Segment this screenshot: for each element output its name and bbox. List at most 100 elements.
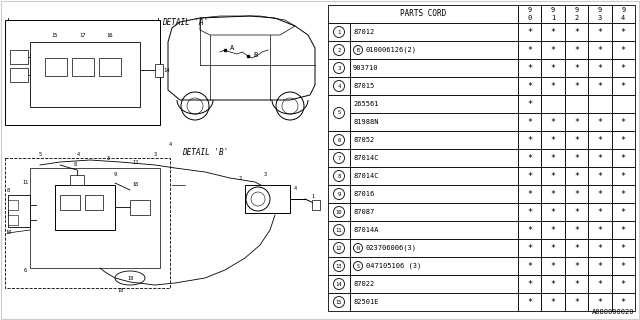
Bar <box>541 41 564 59</box>
Bar <box>541 167 564 185</box>
Text: 9: 9 <box>621 7 625 13</box>
Bar <box>245 185 290 213</box>
Text: PARTS CORD: PARTS CORD <box>400 10 446 19</box>
Bar <box>350 41 518 59</box>
Text: 87022: 87022 <box>353 281 374 287</box>
Bar <box>350 167 518 185</box>
Bar <box>350 23 518 41</box>
Text: *: * <box>527 189 532 198</box>
Bar <box>328 239 350 257</box>
Text: 5: 5 <box>337 110 340 116</box>
Text: *: * <box>621 63 626 73</box>
Text: 023706006(3): 023706006(3) <box>366 245 417 251</box>
Text: *: * <box>550 172 556 180</box>
Bar <box>564 203 588 221</box>
Text: 87014C: 87014C <box>353 173 378 179</box>
Text: 1: 1 <box>551 15 556 21</box>
Bar <box>45 58 67 76</box>
Text: *: * <box>621 28 626 36</box>
Text: *: * <box>597 207 602 217</box>
Text: 2: 2 <box>574 15 579 21</box>
Bar <box>328 221 350 239</box>
Bar <box>564 23 588 41</box>
Bar <box>612 275 635 293</box>
Bar <box>350 275 518 293</box>
Bar <box>328 203 350 221</box>
Text: *: * <box>550 244 556 252</box>
Text: *: * <box>527 261 532 270</box>
Bar <box>564 59 588 77</box>
Bar <box>588 221 612 239</box>
Bar <box>328 257 350 275</box>
Text: *: * <box>597 261 602 270</box>
Bar <box>612 113 635 131</box>
Bar <box>130 200 150 215</box>
Text: *: * <box>527 82 532 91</box>
Text: 5: 5 <box>38 153 42 157</box>
Text: 10: 10 <box>5 230 11 236</box>
Text: *: * <box>550 135 556 145</box>
Text: *: * <box>621 117 626 126</box>
Bar <box>612 5 635 23</box>
Text: 87087: 87087 <box>353 209 374 215</box>
Bar <box>350 95 518 113</box>
Bar <box>564 77 588 95</box>
Bar <box>518 23 541 41</box>
Bar <box>588 59 612 77</box>
Bar <box>541 185 564 203</box>
Text: 4: 4 <box>621 15 625 21</box>
Bar <box>350 149 518 167</box>
Text: 13: 13 <box>336 263 342 268</box>
Bar <box>564 293 588 311</box>
Text: *: * <box>527 63 532 73</box>
Bar <box>328 167 350 185</box>
Text: 18: 18 <box>127 276 133 281</box>
Bar <box>328 77 350 95</box>
Bar <box>518 77 541 95</box>
Bar <box>588 239 612 257</box>
Text: 4: 4 <box>337 84 340 89</box>
Bar <box>70 175 84 185</box>
Text: *: * <box>621 226 626 235</box>
Bar <box>5 20 160 125</box>
Bar <box>612 41 635 59</box>
Bar <box>564 185 588 203</box>
Text: *: * <box>597 244 602 252</box>
Text: 12: 12 <box>132 159 138 164</box>
Text: *: * <box>597 172 602 180</box>
Bar <box>564 257 588 275</box>
Bar <box>99 58 121 76</box>
Text: 2: 2 <box>239 175 241 180</box>
Text: *: * <box>527 154 532 163</box>
Text: 2: 2 <box>337 47 340 52</box>
Text: *: * <box>574 28 579 36</box>
Text: 87012: 87012 <box>353 29 374 35</box>
Bar <box>612 167 635 185</box>
Text: 11: 11 <box>22 180 28 185</box>
Text: *: * <box>550 226 556 235</box>
Text: *: * <box>550 261 556 270</box>
Bar <box>564 5 588 23</box>
Text: *: * <box>574 63 579 73</box>
Bar <box>541 221 564 239</box>
Bar <box>612 257 635 275</box>
Bar <box>328 59 350 77</box>
Text: 9: 9 <box>551 7 556 13</box>
Bar <box>541 293 564 311</box>
Text: *: * <box>597 279 602 289</box>
Bar <box>564 131 588 149</box>
Text: *: * <box>621 172 626 180</box>
Text: *: * <box>527 226 532 235</box>
Text: 87015: 87015 <box>353 83 374 89</box>
Bar <box>328 95 350 131</box>
Text: A880000020: A880000020 <box>591 309 634 315</box>
Bar <box>564 95 588 113</box>
Text: 903710: 903710 <box>353 65 378 71</box>
Text: 82501E: 82501E <box>353 299 378 305</box>
Text: *: * <box>574 135 579 145</box>
Text: 3: 3 <box>106 156 109 161</box>
Text: 9: 9 <box>527 7 532 13</box>
Text: 11: 11 <box>336 228 342 233</box>
Bar <box>10 68 28 82</box>
Text: S: S <box>356 263 360 268</box>
